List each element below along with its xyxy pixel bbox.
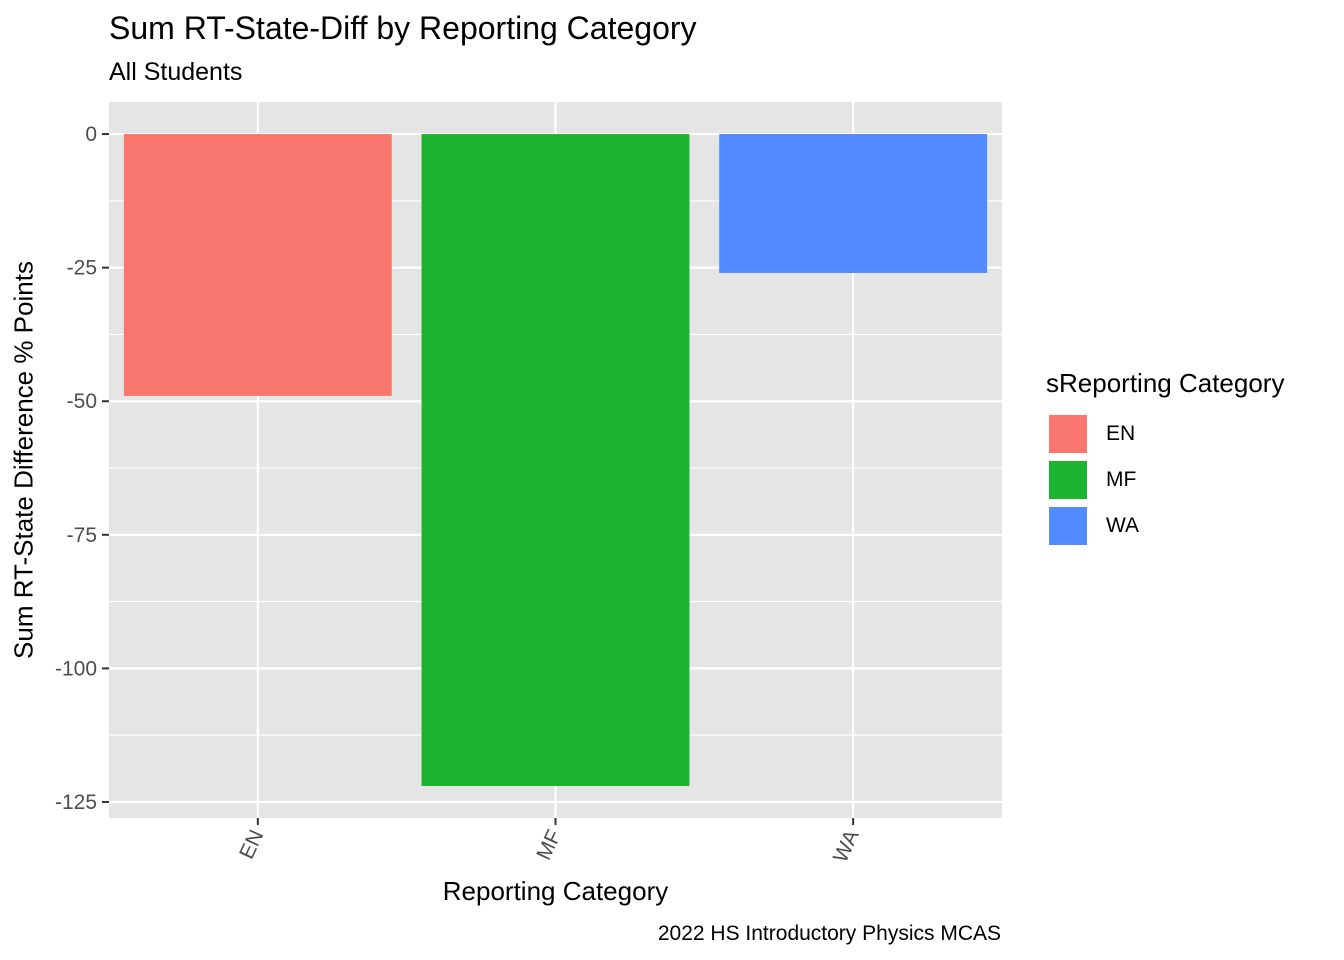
legend-item-wa: WA [1046, 503, 1284, 549]
bar-mf [421, 134, 690, 786]
x-axis-label: Reporting Category [442, 876, 669, 906]
x-tick-label-mf: MF [532, 826, 566, 863]
y-tick-label: 0 [85, 123, 97, 146]
y-tick-label: -100 [55, 657, 97, 680]
x-tick-label-wa: WA [829, 826, 864, 866]
bar-en [123, 134, 392, 396]
chart-title: Sum RT-State-Diff by Reporting Category [109, 10, 697, 46]
legend-item-mf: MF [1046, 457, 1284, 503]
legend-label-mf: MF [1106, 468, 1137, 491]
legend-title: sReporting Category [1046, 368, 1285, 398]
y-tick-label: -125 [55, 791, 97, 814]
y-tick-label: -50 [67, 390, 97, 413]
bar-wa [719, 134, 988, 273]
x-tick-label-en: EN [235, 826, 268, 862]
legend: sReporting Category EN MF WA [1046, 368, 1284, 549]
legend-key-mf [1047, 459, 1089, 501]
legend-label-wa: WA [1106, 514, 1140, 537]
legend-key-wa [1047, 505, 1089, 547]
legend-key-en [1047, 413, 1089, 455]
y-axis-label: Sum RT-State Difference % Points [8, 261, 39, 659]
chart-caption: 2022 HS Introductory Physics MCAS [657, 922, 1001, 945]
legend-label-en: EN [1106, 422, 1136, 445]
y-tick-label: -75 [67, 524, 97, 547]
y-tick-label: -25 [67, 257, 97, 280]
legend-item-en: EN [1046, 411, 1284, 457]
chart-subtitle: All Students [109, 58, 243, 86]
